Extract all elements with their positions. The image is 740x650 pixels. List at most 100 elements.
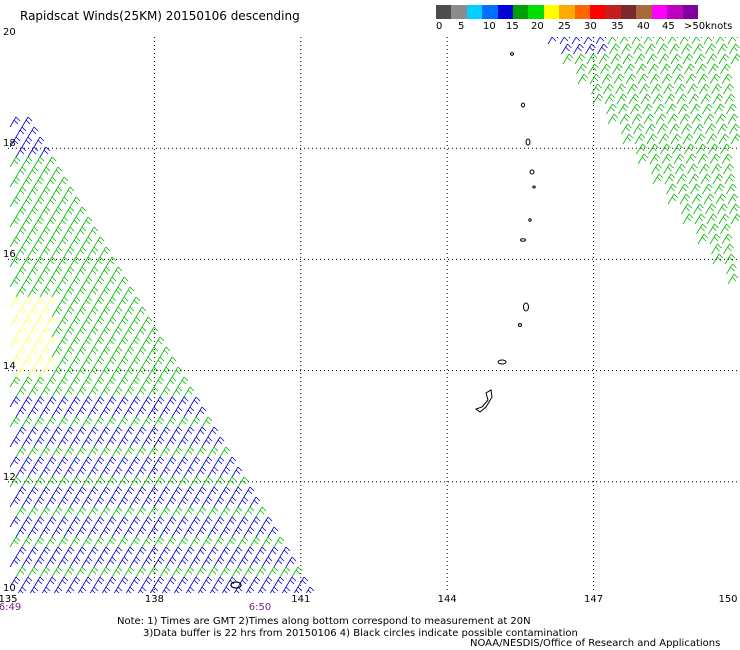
wind-barb [105,436,117,448]
wind-barb [711,163,722,175]
wind-barb [57,196,69,208]
wind-barb [631,113,643,125]
wind-barb [99,346,111,358]
island-outline [510,52,514,56]
wind-barb [727,37,739,45]
wind-barb [682,213,694,225]
wind-barb [708,63,719,75]
wind-barb [702,183,713,195]
wind-barb [636,143,647,155]
wind-barb [111,266,123,278]
wind-barb [245,586,255,593]
wind-barb [219,446,231,458]
wind-barb [87,306,99,318]
wind-barb [592,93,604,105]
wind-barb [135,406,147,418]
wind-barb [125,586,135,593]
wind-barb [9,476,21,488]
wind-barb [9,196,21,208]
wind-barb [622,133,634,145]
wind-barb [105,536,117,548]
wind-barb [591,83,602,95]
wind-barb [577,73,589,85]
wind-barb [141,476,153,488]
wind-barb [610,53,622,65]
wind-barb [111,366,123,378]
wind-barb [189,496,201,508]
wind-barb [81,336,93,348]
wind-barb [27,146,39,158]
wind-barb [657,123,668,135]
wind-barb [219,526,231,538]
longitude-label: 147 [584,594,604,605]
wind-barb [33,316,45,328]
wind-barb [730,213,740,225]
wind-barb [225,496,237,508]
wind-barb [99,446,111,458]
wind-barb [99,306,111,318]
wind-barb [81,316,93,328]
wind-barb [63,246,75,258]
wind-barb [75,246,87,258]
wind-barb [21,476,33,488]
wind-barb [153,376,165,388]
wind-barb [243,526,255,538]
wind-barb [681,203,692,215]
wind-barb [724,173,736,185]
wind-barb [33,256,45,268]
wind-barb [123,306,135,318]
wind-barb [664,173,676,185]
wind-barb [141,436,153,448]
wind-barb [219,546,231,558]
wind-barb [57,516,69,528]
wind-barb [87,346,99,358]
wind-barb [730,53,740,65]
wind-barb [141,556,153,568]
wind-barb [9,496,21,508]
wind-barb [63,386,75,398]
longitude-label: 138 [144,594,164,605]
wind-barb [75,446,87,458]
wind-barb [129,516,141,528]
wind-barb [249,576,261,588]
wind-barb [51,206,63,218]
wind-barb [141,416,153,428]
wind-barb [159,566,171,578]
wind-barb [679,113,691,125]
wind-barb [718,213,730,225]
wind-barb [21,256,33,268]
wind-barb [225,456,237,468]
wind-barb [727,273,739,285]
wind-barb [691,37,703,45]
wind-barb [604,93,616,105]
wind-barb [165,496,177,508]
wind-barb [231,546,243,558]
wind-barb [15,226,27,238]
wind-barb [189,576,201,588]
wind-barb [267,526,279,538]
wind-barb [693,123,704,135]
wind-barb [189,476,201,488]
wind-barb [63,366,75,378]
wind-barb [637,73,649,85]
wind-barb [625,73,637,85]
wind-barb [730,133,740,145]
wind-barb [27,566,39,578]
wind-barb [147,366,159,378]
wind-barb [213,516,225,528]
wind-barb [159,466,171,478]
wind-barb [687,83,698,95]
wind-barb [261,536,273,548]
wind-barb [153,356,165,368]
wind-barb [607,37,619,45]
wind-barb [612,63,623,75]
wind-barb [185,586,195,593]
wind-barb [99,326,111,338]
scale-swatch [559,5,575,19]
wind-barb [81,236,93,248]
wind-barb [111,446,123,458]
wind-barb [249,536,261,548]
wind-barb [99,426,111,438]
wind-barb [598,53,610,65]
wind-barb [679,193,691,205]
